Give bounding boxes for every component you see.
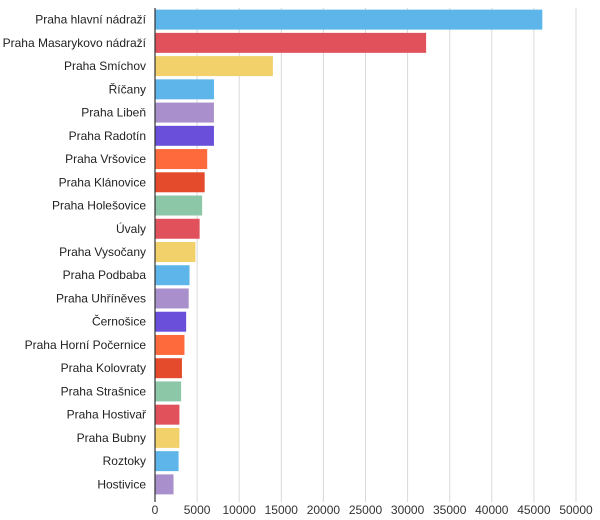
x-tick-label: 20000 xyxy=(307,503,341,517)
category-label: Říčany xyxy=(109,81,146,96)
bar xyxy=(155,427,180,448)
category-label: Praha Bubny xyxy=(77,431,146,445)
x-tick-label: 5000 xyxy=(184,503,211,517)
x-tick-label: 25000 xyxy=(349,503,383,517)
category-label: Praha Radotín xyxy=(69,129,146,143)
bar xyxy=(155,9,543,30)
category-label: Praha Horní Počernice xyxy=(25,338,147,352)
bar xyxy=(155,195,203,216)
bar xyxy=(155,242,196,262)
category-label: Praha Libeň xyxy=(81,106,146,120)
x-tick-labels: 0 5000 10000 15000 20000 25000 30000 35000 40000… xyxy=(152,503,593,517)
bar xyxy=(155,265,190,286)
bar xyxy=(155,451,179,472)
bar xyxy=(155,79,214,100)
x-tick-label: 10000 xyxy=(223,503,257,517)
category-label: Praha Holešovice xyxy=(52,199,146,213)
bar xyxy=(155,381,182,402)
category-label: Praha Podbaba xyxy=(63,268,147,282)
x-tick-label: 50000 xyxy=(559,503,593,517)
x-tick-label: 45000 xyxy=(517,503,551,517)
category-label: Praha hlavní nádraží xyxy=(35,13,146,27)
category-label: Praha Uhříněves xyxy=(56,291,146,305)
bar xyxy=(155,102,214,123)
bars xyxy=(155,9,543,495)
category-label: Černošice xyxy=(92,314,146,329)
x-tick-label: 0 xyxy=(152,503,159,517)
bar xyxy=(155,32,427,53)
bar xyxy=(155,218,200,239)
category-label: Úvaly xyxy=(116,221,146,236)
category-label: Praha Kolovraty xyxy=(61,361,146,375)
category-labels: Praha hlavní nádraží Praha Masarykovo nád… xyxy=(3,13,147,492)
category-label: Praha Vysočany xyxy=(59,245,146,259)
bar xyxy=(155,358,182,379)
bar xyxy=(155,288,189,309)
bar xyxy=(155,404,180,425)
bar xyxy=(155,125,214,146)
category-label: Praha Masarykovo nádraží xyxy=(3,36,147,50)
category-label: Roztoky xyxy=(103,454,146,468)
grid-lines xyxy=(196,8,577,502)
x-tick-label: 30000 xyxy=(391,503,425,517)
bar xyxy=(155,172,205,193)
category-label: Praha Hostivař xyxy=(67,408,147,422)
bar xyxy=(155,149,208,170)
category-label: Hostivice xyxy=(97,477,146,491)
category-label: Praha Klánovice xyxy=(59,175,147,189)
bar xyxy=(155,56,273,77)
category-label: Praha Vršovice xyxy=(65,152,146,166)
category-label: Praha Smíchov xyxy=(64,59,146,73)
x-tick-label: 35000 xyxy=(433,503,467,517)
bar xyxy=(155,474,174,495)
bar xyxy=(155,311,187,332)
x-tick-label: 15000 xyxy=(265,503,299,517)
category-label: Praha Strašnice xyxy=(61,384,147,398)
x-tick-label: 40000 xyxy=(475,503,509,517)
bar xyxy=(155,334,185,355)
